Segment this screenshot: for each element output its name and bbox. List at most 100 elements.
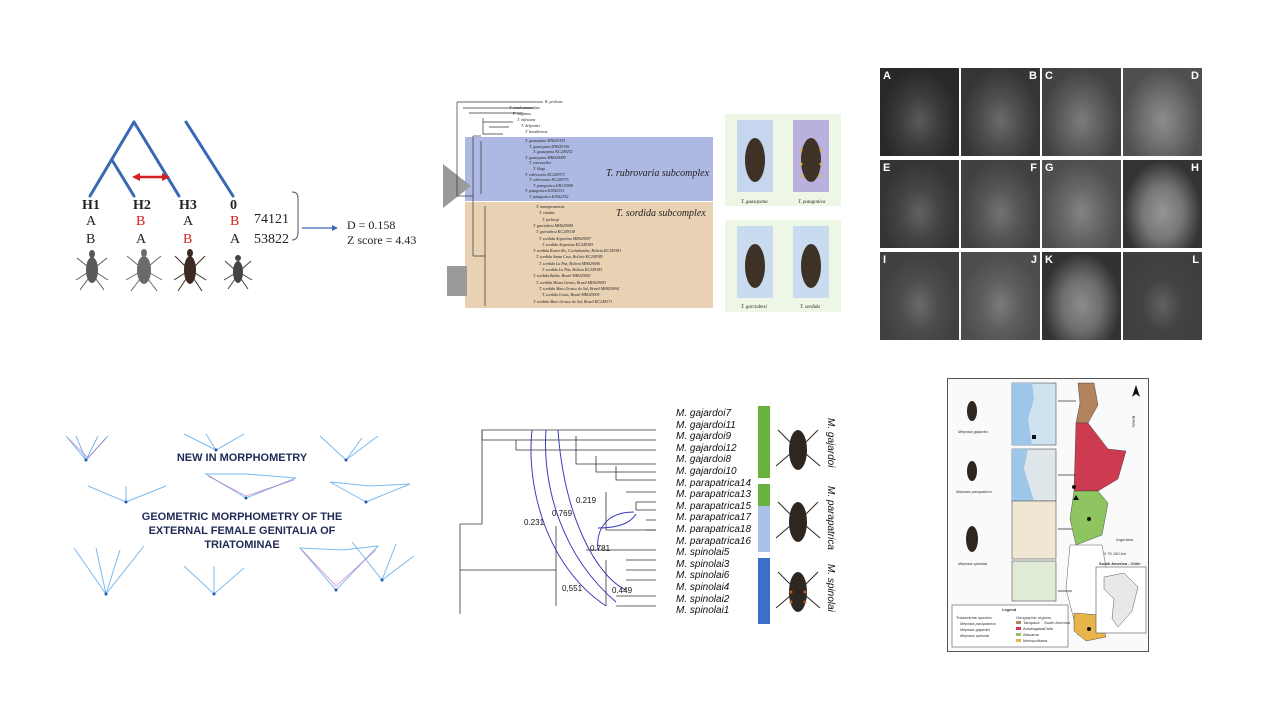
taxon-label: T. patagonica KR135998 (533, 182, 574, 188)
reticulation-1 (530, 429, 607, 607)
tree-tip-label: M. gajardoi10 (676, 466, 737, 477)
abba-panel: H1 H2 H3 0 A B A B B A B A 74121 53822 D… (62, 112, 432, 302)
country-argentina: Argentina (1116, 537, 1134, 542)
tree-tip-label: M. parapatrica13 (676, 489, 752, 501)
tree-tip-label: M. spinolai5 (676, 547, 730, 559)
sem-tile: L (1123, 252, 1202, 340)
tree-line-h2 (110, 158, 136, 198)
tree-line-h3 (132, 120, 181, 198)
pattern-r2-h2: A (136, 232, 147, 247)
sem-tile: G (1042, 160, 1121, 248)
bug-spinolai (789, 572, 807, 612)
pattern-r1-h1: A (86, 214, 97, 229)
phylogeny-panel: T. rubrovaria subcomplex T. sordida subc… (443, 96, 841, 312)
tree-tip-label: M. spinolai6 (676, 570, 730, 582)
bug-parapatrica (789, 502, 807, 542)
introgression-arrow (132, 173, 170, 181)
legend-species-head: Triatominae species (956, 615, 992, 620)
taxon-label: T. guasayana MH029099 (525, 154, 566, 160)
insect-icons (75, 249, 253, 292)
legend-title: Legend (1002, 607, 1017, 612)
network-tree-panel: M. gajardoi7 M. gajardoi11 M. gajardoi9 M. … (446, 406, 846, 624)
caption-garciabesi: T. garciabesi (741, 305, 767, 310)
inset-title: South America - Chile (1099, 561, 1141, 566)
z-score: Z score = 4.43 (347, 233, 417, 247)
abba-tree-svg (75, 120, 338, 292)
taxon-label: T. brasiliensis (525, 129, 548, 134)
tree-tip-label: M. spinolai2 (676, 593, 730, 605)
tree-line-outgroup (184, 120, 235, 198)
taxon-label: T. sordida La Paz, Bolivia MH029096 (539, 260, 601, 266)
pattern-r1-o: B (230, 214, 240, 229)
insect-icon-h3 (173, 249, 207, 292)
bug-gajardoi (789, 430, 807, 470)
taxon-label: T. patagonica KJ842331 (525, 188, 565, 194)
tree-tip-label: M. parapatrica14 (676, 477, 752, 489)
sem-tile: K (1042, 252, 1121, 340)
banner-title: NEW IN MORPHOMETRY (176, 452, 308, 464)
scale-bar: 0 75 150 km (1104, 551, 1127, 556)
region-antofagasta (1073, 422, 1127, 492)
gamma-0219: 0.219 (576, 496, 597, 505)
banner-line2: GEOMETRIC MORPHOMETRY OF THE (141, 511, 343, 523)
taxon-label: T. guasayana KC249252 (533, 149, 573, 155)
taxon-label: T. carcavalloi (529, 160, 551, 166)
morphometry-banner: NEW IN MORPHOMETRY GEOMETRIC MORPHOMETRY… (66, 430, 418, 598)
tree-tip-label: M. spinolai4 (676, 582, 730, 593)
bug-garciabesi (745, 244, 765, 288)
sem-tile: J (961, 252, 1040, 340)
header-h2: H2 (133, 198, 151, 213)
taxon-label: T. sordida Goias, Brazil MH029095 (542, 292, 600, 298)
pattern-r2-h3: B (183, 232, 193, 247)
legend-extra-chile: Chile (1044, 626, 1054, 631)
map-svg (951, 382, 1147, 648)
tree-tip-label: M. gajardoi9 (676, 431, 732, 443)
d-statistic: D = 0.158 (347, 218, 396, 232)
taxon-label: T. sordida Romerillo, Cochabamba, Bolivi… (533, 248, 622, 254)
taxon-label: T. sordida La Paz, Bolivia KC249383 (542, 267, 603, 272)
map-caption-gajardoi: Mepraia gajardoi (958, 429, 988, 434)
reticulation-2 (545, 429, 617, 603)
tree-tip-label: M. gajardoi7 (676, 408, 732, 419)
insect-icon-outgroup (223, 255, 253, 290)
taxon-label: T. garciabesi MH029098 (533, 222, 573, 228)
legend-sp-spinolai: Mepraia spinolai (960, 633, 990, 638)
taxon-label: T. patagonica KJ842352 (529, 194, 569, 199)
subcomplex2-label: T. sordida subcomplex (616, 208, 706, 219)
sordida-subcomplex-box (465, 202, 713, 308)
map-bug-spinolai (966, 526, 978, 552)
bug-guasayana (745, 138, 765, 182)
taxon-label: T. sinaloamaculata (509, 105, 540, 110)
baba-count: 53822 (254, 232, 289, 247)
sem-tile-label: C (1045, 70, 1053, 82)
north-arrow (1132, 385, 1140, 397)
tree-tip-label: M. parapatrica16 (676, 535, 752, 547)
map-caption-spinolai: Mepraia spinolai (958, 561, 988, 566)
pattern-r2-h1: B (86, 232, 96, 247)
sem-tile-label: F (1030, 162, 1037, 174)
taxon-label: T. jurbergi (542, 216, 559, 222)
taxon-label: P. megistus (513, 111, 531, 116)
pointer-block (447, 266, 467, 296)
bar-spinolai (758, 558, 770, 624)
map-bug-parapatrica (967, 461, 977, 481)
country-bolivia: Bolivia (1131, 415, 1137, 428)
sem-tile-label: J (1030, 254, 1037, 266)
taxon-label: T. vandae (539, 210, 555, 216)
species-label-spinolai: M. spinolai (825, 564, 836, 612)
tree-tip-label: M. parapatrica18 (676, 524, 752, 535)
taxon-label: T. guasayana MN629156 (529, 143, 570, 149)
taxon-label: T. matogrossensis (536, 204, 565, 209)
sem-tile-label: D (1191, 70, 1199, 82)
taxon-label: R. prolixus (545, 99, 563, 104)
tree-tip-label: M. gajardoi11 (676, 419, 736, 431)
sem-tile: F (961, 160, 1040, 248)
sem-tile: E (880, 160, 959, 248)
subcomplex1-label: T. rubrovaria subcomplex (606, 168, 710, 179)
taxon-label: T. klugi (533, 166, 545, 171)
landmark-shapes (66, 433, 415, 596)
caption-guasayana: T. guasayana (741, 200, 768, 205)
taxon-label: T. sordida Bahia, Brazil MH029092 (533, 273, 591, 279)
bug-patagonica (801, 138, 821, 182)
taxon-label: T. rubrovaria KC249373 (525, 171, 565, 177)
